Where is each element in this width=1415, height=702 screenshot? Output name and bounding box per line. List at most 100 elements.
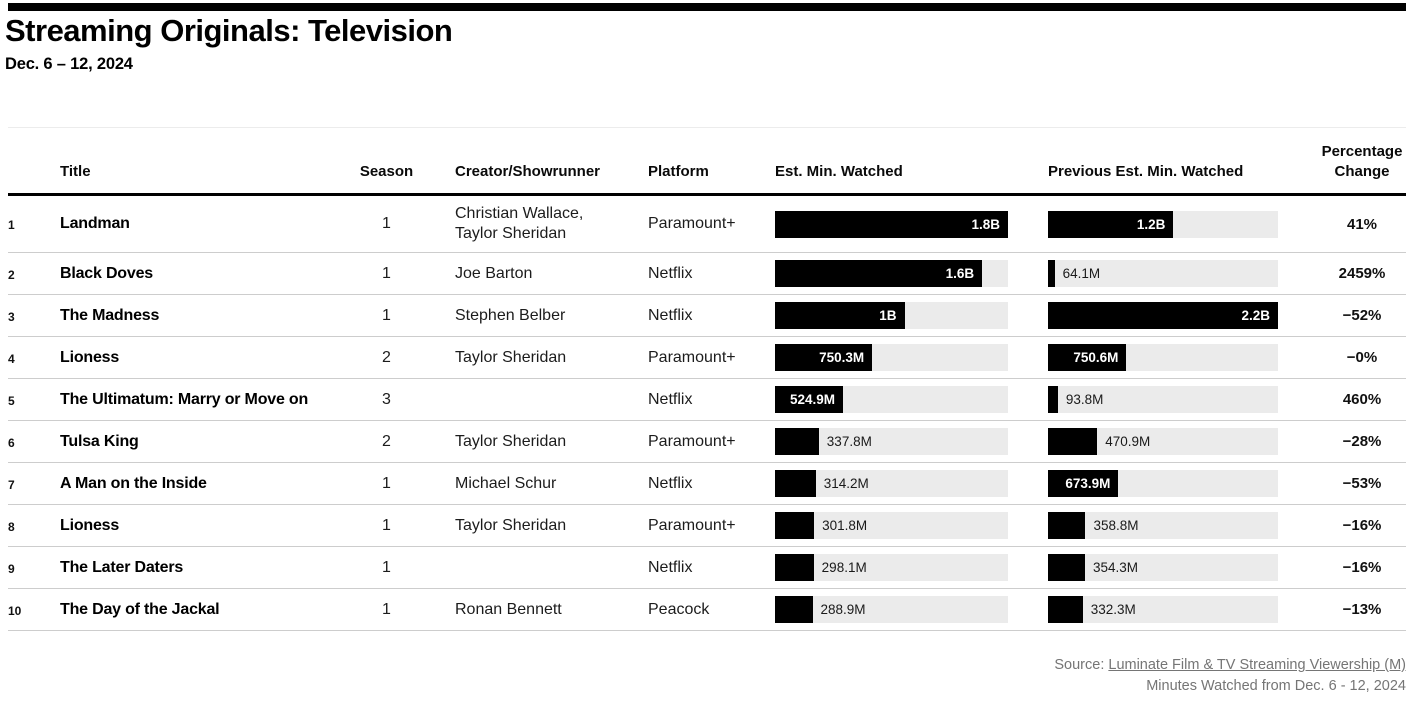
table-row: 2 Black Doves 1 Joe Barton Netflix 1.6B … — [8, 252, 1406, 294]
percentage-change-cell: −16% — [1342, 559, 1382, 576]
season-cell: 1 — [382, 474, 391, 492]
platform-cell: Netflix — [648, 474, 693, 492]
bar-track: 64.1M — [1048, 260, 1278, 287]
previous-est-min-watched-bar: 358.8M — [1048, 512, 1278, 539]
percentage-change-cell: −28% — [1342, 433, 1382, 450]
platform-cell: Paramount+ — [648, 348, 736, 366]
percentage-change-cell: 2459% — [1338, 265, 1386, 282]
bar-track: 470.9M — [1048, 428, 1278, 455]
bar-value-label: 354.3M — [1093, 560, 1139, 575]
bar-value-label: 1.2B — [1136, 216, 1166, 232]
bar-value-label: 2.2B — [1241, 308, 1270, 323]
bar-track: 750.3M — [775, 344, 1008, 371]
bar-value-label: 314.2M — [823, 476, 869, 491]
table-row: 1 Landman 1 Christian Wallace, Taylor Sh… — [8, 196, 1406, 252]
bar-track: 93.8M — [1048, 386, 1278, 413]
bar-value-label: 93.8M — [1065, 392, 1104, 407]
bar-value-label: 1.8B — [971, 216, 1000, 232]
bar-value-label: 64.1M — [1062, 266, 1101, 281]
platform-cell: Paramount+ — [648, 215, 736, 232]
rank-cell: 4 — [8, 351, 15, 366]
bar-fill — [1048, 554, 1086, 581]
bar-track: 673.9M — [1048, 470, 1278, 497]
bar-fill — [775, 470, 816, 497]
est-min-watched-bar: 298.1M — [775, 554, 1008, 581]
bar-track: 354.3M — [1048, 554, 1278, 581]
streaming-table: Title Season Creator/Showrunner Platform… — [8, 127, 1406, 631]
bar-value-label: 358.8M — [1093, 518, 1139, 533]
bar-value-label: 288.9M — [820, 602, 866, 617]
rank-cell: 6 — [8, 435, 15, 450]
bar-fill — [775, 554, 814, 581]
bar-track: 314.2M — [775, 470, 1008, 497]
table-row: 7 A Man on the Inside 1 Michael Schur Ne… — [8, 462, 1406, 504]
platform-cell: Paramount+ — [648, 516, 736, 534]
bar-value-label: 301.8M — [822, 518, 868, 533]
source-link[interactable]: Luminate Film & TV Streaming Viewership … — [1108, 657, 1406, 673]
bar-track: 2.2B — [1048, 302, 1278, 329]
title-cell: The Ultimatum: Marry or Move on — [60, 390, 309, 408]
bar-value-label: 750.3M — [819, 350, 865, 365]
bar-track: 1B — [775, 302, 1008, 329]
previous-est-min-watched-bar: 93.8M — [1048, 386, 1278, 413]
bar-value-label: 750.6M — [1073, 350, 1119, 365]
est-min-watched-bar: 1.8B — [775, 210, 1008, 238]
bar-fill — [1048, 596, 1083, 623]
creator-cell: Taylor Sheridan — [455, 432, 567, 450]
season-cell: 1 — [382, 306, 391, 324]
previous-est-min-watched-bar: 673.9M — [1048, 470, 1278, 497]
platform-cell: Netflix — [648, 390, 693, 408]
previous-est-min-watched-bar: 1.2B — [1048, 210, 1278, 238]
table-body: 1 Landman 1 Christian Wallace, Taylor Sh… — [8, 196, 1406, 631]
previous-est-min-watched-bar: 2.2B — [1048, 302, 1278, 329]
percentage-change-cell: −13% — [1342, 601, 1382, 618]
bar-track: 750.6M — [1048, 344, 1278, 371]
footer: Source: Luminate Film & TV Streaming Vie… — [1054, 655, 1406, 697]
rank-cell: 2 — [8, 267, 15, 282]
season-cell: 1 — [382, 516, 391, 534]
table-row: 5 The Ultimatum: Marry or Move on 3 Netf… — [8, 378, 1406, 420]
bar-track: 288.9M — [775, 596, 1008, 623]
est-min-watched-bar: 337.8M — [775, 428, 1008, 455]
bar-fill: 1B — [775, 302, 905, 329]
bar-track: 1.2B — [1048, 210, 1278, 238]
table-row: 8 Lioness 1 Taylor Sheridan Paramount+ 3… — [8, 504, 1406, 546]
previous-est-min-watched-bar: 750.6M — [1048, 344, 1278, 371]
platform-cell: Netflix — [648, 264, 693, 282]
rank-cell: 5 — [8, 393, 15, 408]
est-min-watched-bar: 1.6B — [775, 260, 1008, 287]
est-min-watched-bar: 750.3M — [775, 344, 1008, 371]
est-min-watched-bar: 301.8M — [775, 512, 1008, 539]
creator-cell: Ronan Bennett — [455, 600, 562, 618]
rank-cell: 10 — [8, 603, 22, 618]
rank-cell: 9 — [8, 561, 15, 576]
previous-est-min-watched-column-header: Previous Est. Min. Watched — [1048, 163, 1244, 180]
percentage-change-cell: 460% — [1342, 391, 1382, 408]
bar-value-label: 1B — [879, 308, 897, 323]
title-column-header: Title — [60, 163, 91, 180]
previous-est-min-watched-bar: 470.9M — [1048, 428, 1278, 455]
table-header-row: Title Season Creator/Showrunner Platform… — [8, 127, 1406, 196]
creator-column-header: Creator/Showrunner — [455, 163, 601, 180]
platform-cell: Netflix — [648, 306, 693, 324]
season-cell: 1 — [382, 264, 391, 282]
bar-track: 1.8B — [775, 210, 1008, 238]
bar-fill: 1.6B — [775, 260, 983, 287]
bar-fill — [775, 428, 819, 455]
creator-cell: Christian Wallace, Taylor Sheridan — [455, 205, 584, 242]
platform-cell: Netflix — [648, 558, 693, 576]
title-cell: Landman — [60, 215, 130, 232]
bar-fill — [1048, 260, 1055, 287]
bar-track: 1.6B — [775, 260, 1008, 287]
table-row: 6 Tulsa King 2 Taylor Sheridan Paramount… — [8, 420, 1406, 462]
previous-est-min-watched-bar: 354.3M — [1048, 554, 1278, 581]
bar-track: 337.8M — [775, 428, 1008, 455]
title-cell: The Madness — [60, 306, 160, 324]
bar-value-label: 337.8M — [826, 434, 872, 449]
est-min-watched-bar: 1B — [775, 302, 1008, 329]
bar-value-label: 470.9M — [1105, 434, 1151, 449]
rank-cell: 7 — [8, 477, 15, 492]
percentage-change-cell: −53% — [1342, 475, 1382, 492]
bar-fill: 1.2B — [1048, 210, 1174, 238]
footer-note: Minutes Watched from Dec. 6 - 12, 2024 — [1146, 678, 1406, 694]
